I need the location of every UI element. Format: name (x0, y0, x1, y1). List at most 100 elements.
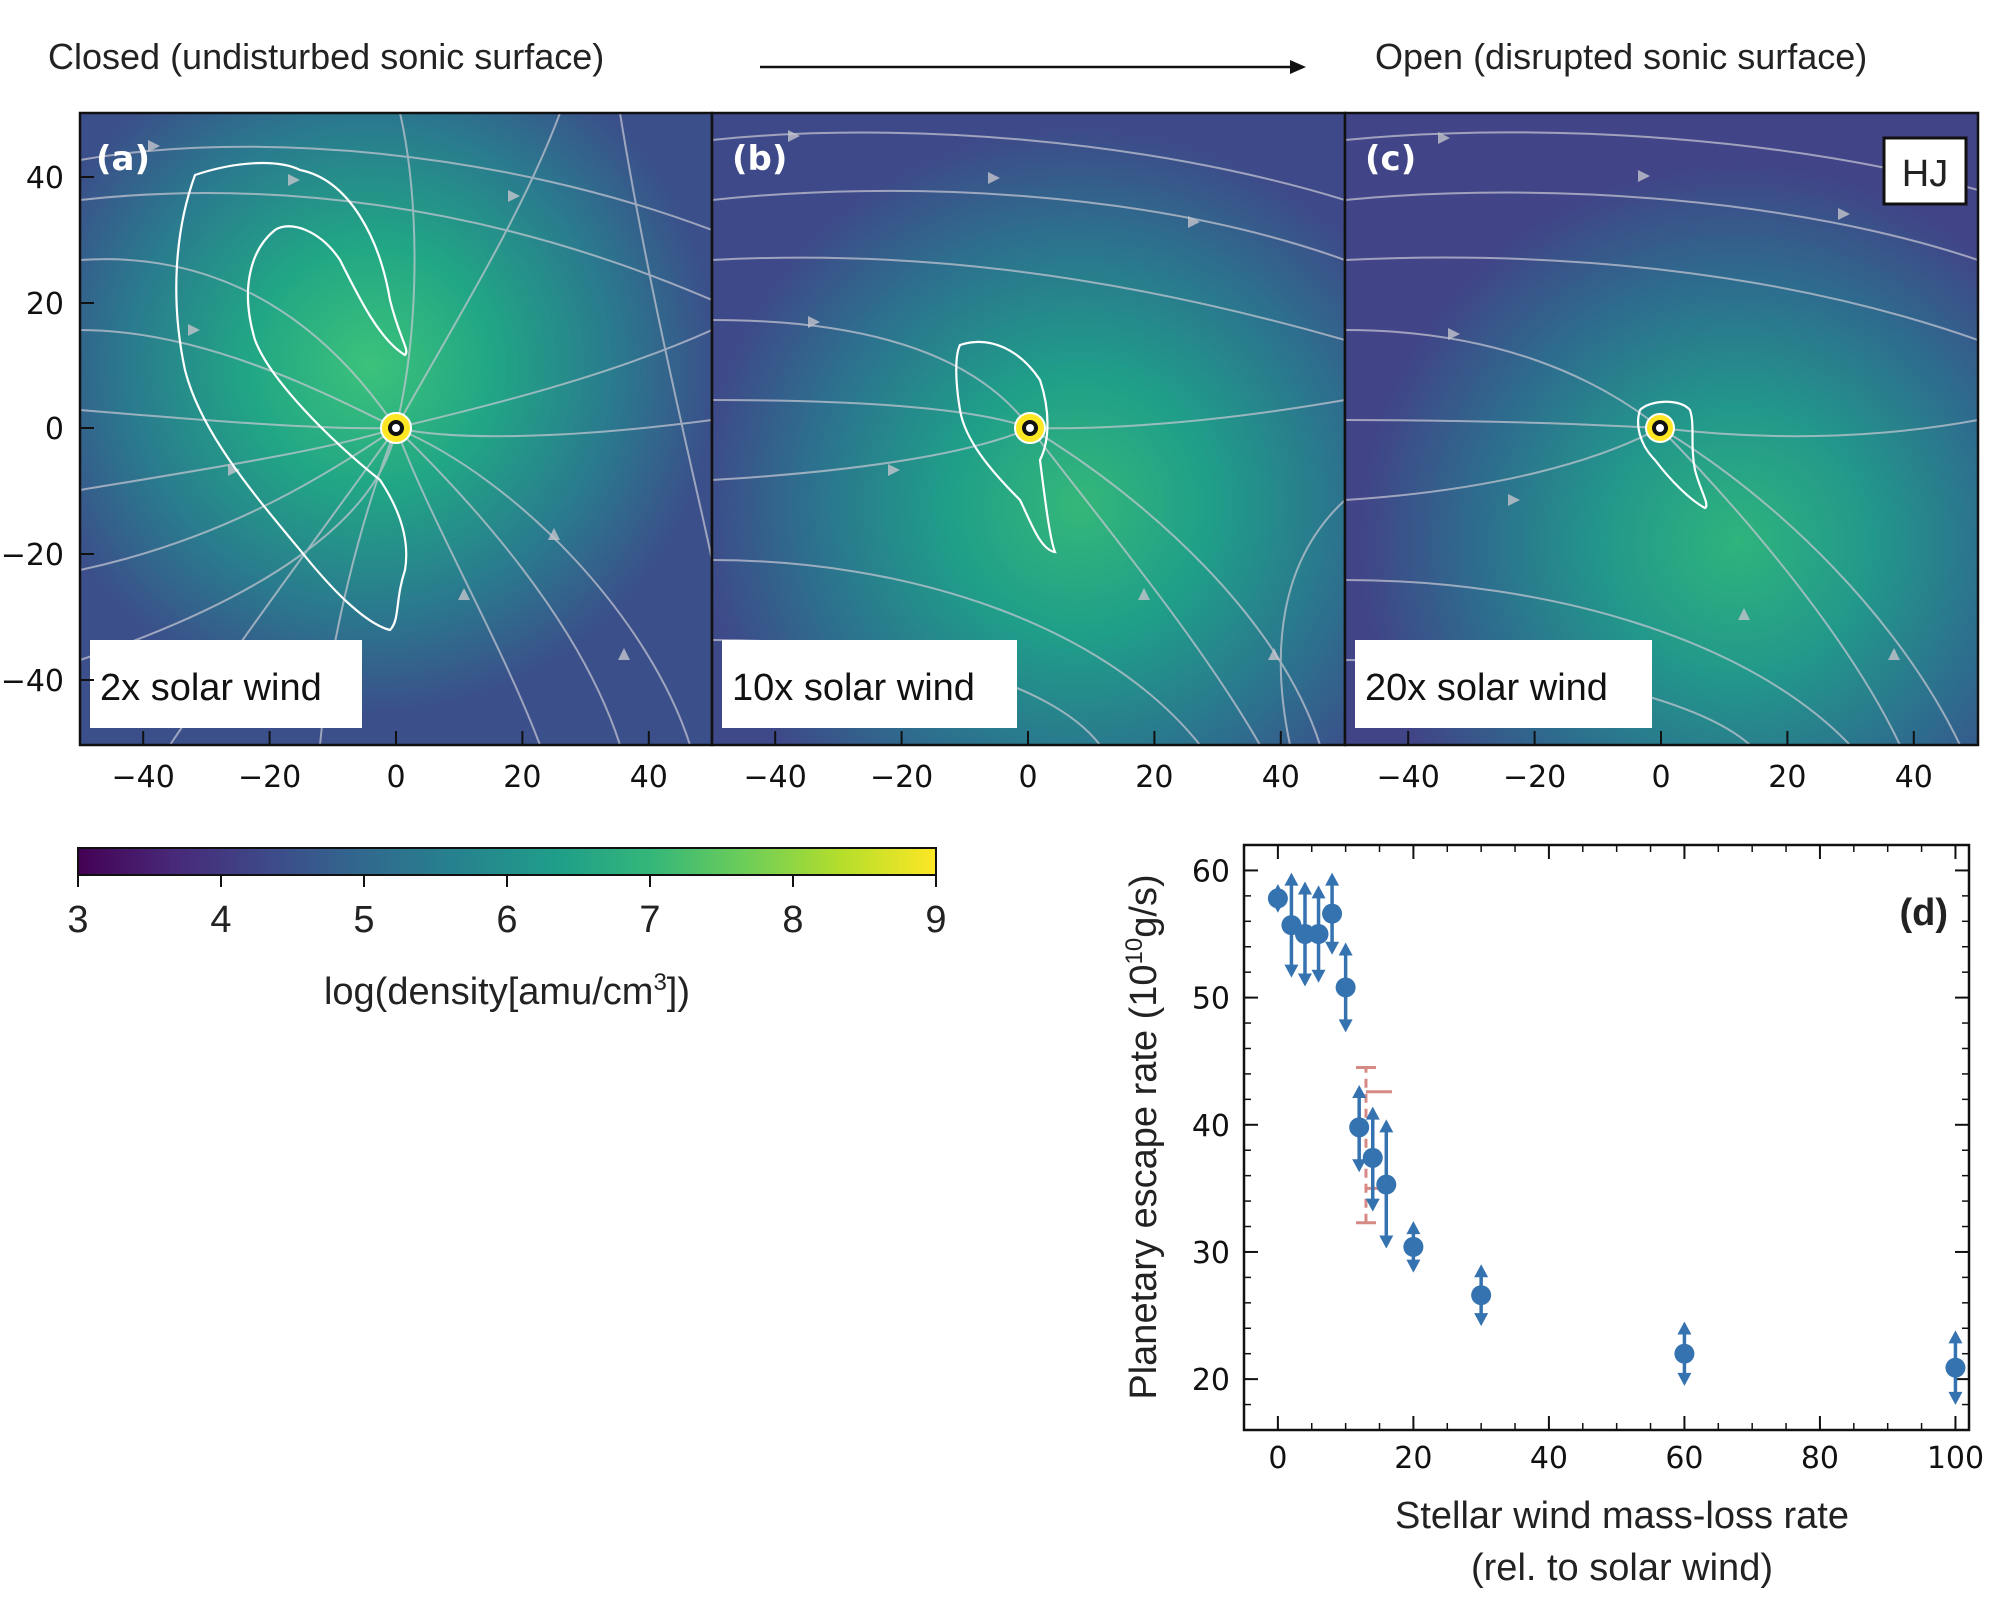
sim-y-axis: 40 20 0 −20 −40 (1, 161, 94, 699)
data-point (1308, 924, 1329, 945)
colorbar-tick: 7 (639, 899, 660, 941)
sim-x-axes: −40 −20 0 20 40 −40 −20 0 20 40 −40 −20 0 20 40 (112, 731, 1933, 795)
sim-x-tick: 0 (386, 760, 405, 795)
colorbar-tick: 3 (67, 899, 88, 941)
chart-y-tick: 20 (1192, 1363, 1230, 1398)
chart-ylabel: Planetary escape rate (1010g/s) (1121, 874, 1165, 1399)
panel-tag-d: (d) (1899, 892, 1948, 934)
sim-y-tick: 40 (26, 161, 64, 196)
data-point (1335, 977, 1356, 998)
lower-limit-arrow (1311, 969, 1326, 983)
sim-y-tick: 0 (45, 412, 64, 447)
upper-limit-arrow (1297, 881, 1312, 895)
planet-marker-c (1656, 424, 1664, 432)
closed-to-open-arrow (760, 60, 1306, 74)
upper-limit-arrow (1284, 872, 1299, 886)
colorbar: 3 4 5 6 7 8 9 log(density[amu/cm3]) (67, 847, 947, 1013)
data-point (1945, 1357, 1966, 1378)
sim-x-tick: −40 (112, 760, 175, 795)
upper-limit-arrow (1325, 872, 1340, 886)
sim-x-tick: 40 (1895, 760, 1933, 795)
lower-limit-arrow (1365, 1198, 1380, 1212)
lower-limit-arrow (1474, 1313, 1489, 1327)
colorbar-ticks: 3 4 5 6 7 8 9 (67, 875, 947, 941)
caption-a: 2x solar wind (100, 667, 322, 709)
lower-limit-arrow (1948, 1391, 1963, 1405)
data-point (1349, 1117, 1370, 1138)
data-point (1471, 1285, 1492, 1306)
sim-x-tick: −20 (238, 760, 301, 795)
upper-limit-arrow (1948, 1330, 1963, 1344)
panel-c: (c) HJ 20x solar wind (1343, 111, 1980, 747)
hj-badge (1882, 136, 1968, 206)
closed-label: Closed (undisturbed sonic surface) (48, 36, 605, 77)
sonic-surface-c (1637, 400, 1708, 510)
sim-x-tick: 0 (1651, 760, 1670, 795)
chart-xlabel-line2: (rel. to solar wind) (1471, 1547, 1773, 1589)
panel-tag-a: (a) (96, 139, 150, 179)
upper-limit-arrow (1338, 942, 1353, 956)
sim-x-tick: 20 (1135, 760, 1173, 795)
colorbar-tick: 9 (925, 899, 946, 941)
lower-limit-arrow (1284, 964, 1299, 978)
sim-x-tick: 0 (1018, 760, 1037, 795)
upper-limit-arrow (1406, 1221, 1421, 1235)
panel-tag-b: (b) (732, 139, 787, 179)
sim-x-tick: −20 (1503, 760, 1566, 795)
lower-limit-arrow (1352, 1159, 1367, 1173)
panel-b: (b) 10x solar wind (710, 111, 1347, 747)
open-label: Open (disrupted sonic surface) (1375, 36, 1868, 77)
colorbar-gradient (77, 847, 937, 876)
stream-arrows-c (1438, 132, 1900, 660)
data-point (1403, 1236, 1424, 1257)
data-point (1376, 1174, 1397, 1195)
sim-x-tick: 20 (503, 760, 541, 795)
upper-limit-arrow (1379, 1119, 1394, 1133)
escape-rate-chart: 0 20 40 60 80 100 20 30 40 50 60 (d) Stellar wind … (1121, 843, 1984, 1589)
stream-arrows-a (148, 140, 630, 660)
lower-limit-arrow (1325, 941, 1340, 955)
panel-a: (a) 2x solar wind (78, 111, 714, 747)
caption-b: 10x solar wind (732, 667, 975, 709)
data-point (1322, 903, 1343, 924)
caption-box-b (722, 640, 1017, 728)
sim-y-tick: −40 (1, 664, 64, 699)
sim-x-tick: −40 (1377, 760, 1440, 795)
sonic-surface-b (955, 340, 1057, 554)
colorbar-tick: 6 (496, 899, 517, 941)
sim-x-tick: −40 (744, 760, 807, 795)
caption-c: 20x solar wind (1365, 667, 1608, 709)
chart-marks (1267, 872, 1966, 1405)
chart-x-tick: 80 (1801, 1441, 1839, 1476)
stream-arrows-b (788, 130, 1280, 660)
colorbar-label: log(density[amu/cm3]) (324, 969, 690, 1013)
chart-y-tick: 30 (1192, 1236, 1230, 1271)
chart-y-tick: 40 (1192, 1109, 1230, 1144)
upper-limit-arrow (1474, 1264, 1489, 1278)
upper-limit-arrow (1352, 1084, 1367, 1098)
sim-x-tick: 40 (630, 760, 668, 795)
streamlines-c (1345, 131, 1978, 745)
upper-limit-arrow (1365, 1106, 1380, 1120)
hj-badge-text: HJ (1902, 153, 1948, 195)
colorbar-tick: 8 (782, 899, 803, 941)
chart-y-tick: 60 (1192, 854, 1230, 889)
lower-limit-arrow (1338, 1019, 1353, 1033)
sim-x-tick: 40 (1262, 760, 1300, 795)
chart-ticks: 0 20 40 60 80 100 20 30 40 50 60 (1192, 844, 1984, 1476)
colorbar-tick: 5 (353, 899, 374, 941)
planet-marker-b (1026, 424, 1034, 432)
lower-limit-arrow (1406, 1259, 1421, 1273)
data-point (1362, 1147, 1383, 1168)
sonic-surface-a (175, 161, 408, 632)
upper-limit-arrow (1677, 1321, 1692, 1335)
lower-limit-arrow (1677, 1372, 1692, 1386)
sim-x-tick: 20 (1768, 760, 1806, 795)
chart-x-tick: 20 (1394, 1441, 1432, 1476)
data-point (1267, 888, 1288, 909)
chart-frame (1242, 843, 1971, 1432)
caption-box-a (90, 640, 362, 728)
chart-y-tick: 50 (1192, 982, 1230, 1017)
sim-y-tick: −20 (1, 538, 64, 573)
chart-x-tick: 0 (1268, 1441, 1287, 1476)
